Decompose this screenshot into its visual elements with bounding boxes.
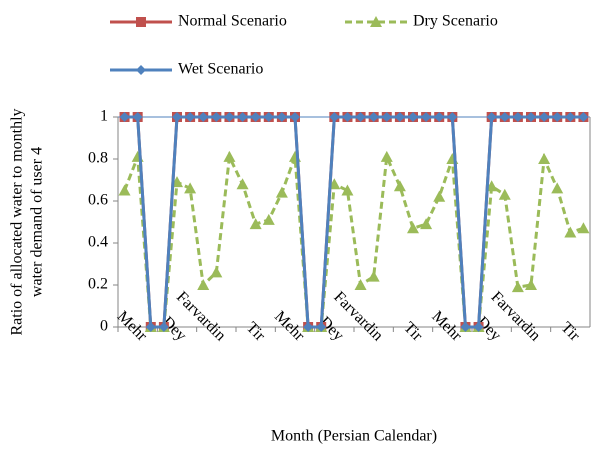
series-line	[123, 151, 584, 329]
marker	[236, 178, 249, 190]
marker	[368, 112, 379, 122]
marker	[565, 112, 576, 122]
y-tick-label: 0.2	[88, 276, 108, 293]
legend-label: Dry Scenario	[413, 13, 498, 30]
legend-label: Normal Scenario	[178, 13, 287, 30]
marker	[380, 150, 393, 162]
marker	[538, 153, 551, 164]
x-tick-label: Mehr	[114, 308, 151, 345]
marker	[420, 218, 433, 230]
marker	[263, 112, 274, 122]
marker	[511, 281, 524, 293]
marker	[421, 112, 432, 122]
y-axis-title: Ratio of allocated water to monthly	[9, 108, 26, 335]
marker	[303, 322, 314, 332]
series	[119, 112, 589, 332]
marker	[552, 112, 563, 122]
y-axis-title: water demand of user 4	[29, 147, 46, 297]
marker	[367, 270, 380, 282]
marker	[158, 322, 169, 332]
marker	[407, 222, 419, 234]
marker	[185, 112, 196, 122]
y-tick-label: 0.8	[88, 150, 108, 167]
y-tick-label: 0	[100, 318, 108, 335]
marker	[197, 279, 210, 290]
marker	[512, 112, 523, 122]
marker	[329, 112, 340, 122]
marker	[525, 279, 537, 290]
marker	[499, 112, 510, 122]
marker	[539, 112, 550, 122]
marker	[184, 182, 197, 194]
y-tick-label: 0.4	[88, 234, 108, 251]
marker	[342, 112, 353, 122]
marker	[551, 182, 564, 194]
marker	[118, 184, 131, 196]
marker	[498, 188, 511, 200]
x-tick-label: Tir	[400, 319, 426, 345]
marker	[224, 112, 235, 122]
marker	[290, 112, 300, 122]
marker	[136, 17, 146, 27]
x-tick-label: Mehr	[271, 308, 308, 345]
marker	[355, 112, 366, 122]
marker	[119, 112, 130, 122]
marker	[136, 65, 146, 75]
y-tick-label: 0.6	[88, 192, 108, 209]
x-tick-label: Tir	[557, 319, 583, 345]
marker	[564, 226, 577, 238]
marker	[370, 16, 382, 27]
marker	[447, 112, 458, 122]
marker	[262, 213, 275, 225]
marker	[408, 112, 418, 122]
y-tick-label: 1	[100, 108, 108, 125]
legend-label: Wet Scenario	[178, 61, 263, 78]
marker	[250, 112, 261, 122]
marker	[223, 150, 236, 162]
marker	[393, 180, 406, 192]
marker	[316, 322, 327, 332]
marker	[577, 222, 590, 234]
marker	[237, 112, 248, 122]
marker	[381, 112, 392, 122]
marker	[276, 112, 287, 122]
marker	[433, 190, 446, 202]
marker	[210, 266, 223, 278]
x-axis-title: Month (Persian Calendar)	[271, 428, 437, 445]
marker	[172, 112, 182, 122]
marker	[198, 112, 209, 122]
marker	[473, 322, 484, 332]
marker	[434, 112, 445, 122]
marker	[354, 279, 367, 290]
marker	[211, 112, 222, 122]
marker	[275, 186, 288, 198]
marker	[145, 322, 156, 332]
marker	[460, 322, 471, 332]
marker	[341, 184, 354, 196]
marker	[132, 112, 143, 122]
marker	[249, 218, 262, 230]
marker	[578, 112, 589, 122]
marker	[486, 112, 497, 122]
marker	[526, 112, 536, 122]
x-tick-label: Mehr	[428, 308, 465, 345]
marker	[394, 112, 405, 122]
x-tick-label: Tir	[243, 319, 269, 345]
